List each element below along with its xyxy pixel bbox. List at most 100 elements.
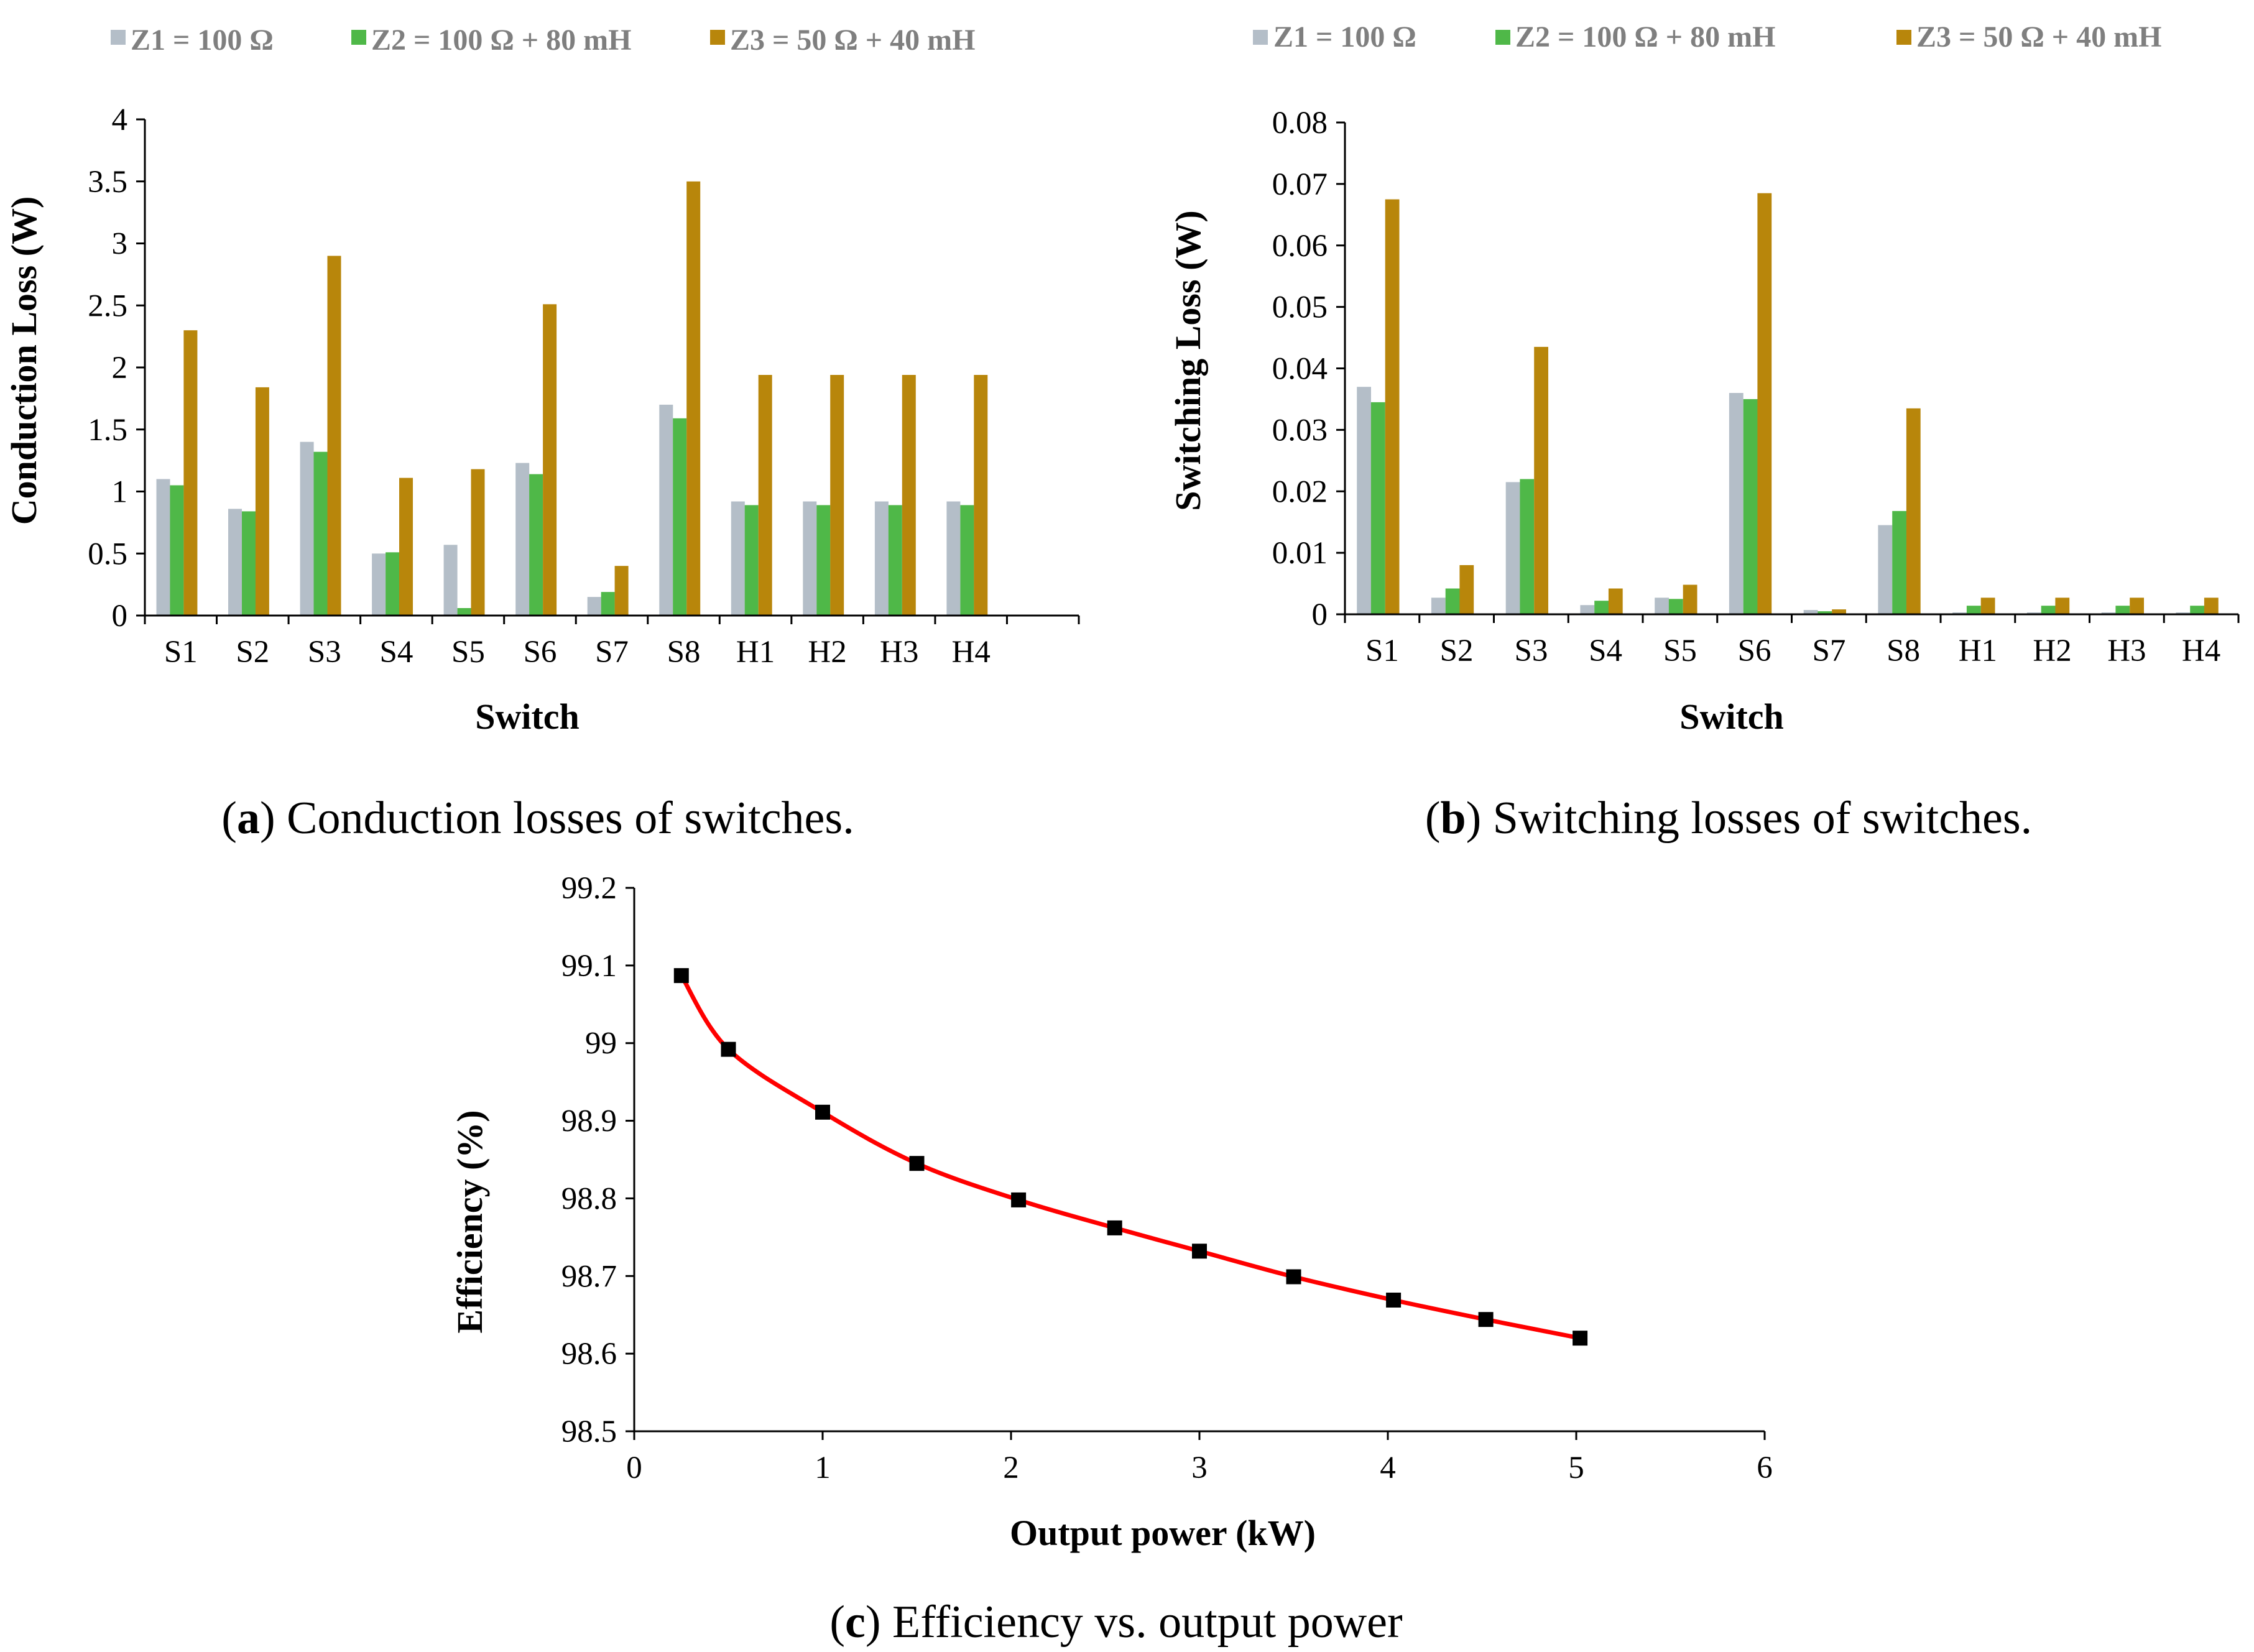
bar-s6-z1 bbox=[515, 463, 530, 616]
bar-s8-z3 bbox=[1906, 408, 1921, 614]
x-tick-label: S6 bbox=[524, 635, 557, 670]
x-tick-label: 1 bbox=[815, 1451, 831, 1485]
data-point bbox=[909, 1156, 925, 1171]
bar-h3-z3 bbox=[902, 375, 916, 616]
x-tick-label: S3 bbox=[308, 635, 341, 670]
bar-s4-z3 bbox=[399, 478, 413, 616]
y-tick-label: 0.08 bbox=[1272, 106, 1328, 141]
legend-label-z2: Z2 = 100 Ω + 80 mH bbox=[1515, 21, 1775, 53]
bar-s4-z1 bbox=[1580, 605, 1595, 614]
y-tick-label: 99.1 bbox=[561, 949, 617, 984]
bar-s6-z3 bbox=[543, 304, 557, 616]
x-tick-label: H1 bbox=[1959, 634, 1997, 668]
y-tick-label: 98.7 bbox=[561, 1259, 617, 1294]
legend-label-z1: Z1 = 100 Ω bbox=[1273, 21, 1416, 53]
legend: Z1 = 100 Ω Z2 = 100 Ω + 80 mH Z3 = 50 Ω … bbox=[1253, 21, 2161, 53]
x-axis-title: Switch bbox=[475, 696, 580, 737]
y-tick-label: 0.04 bbox=[1272, 352, 1328, 387]
efficiency-chart: 98.5 98.6 98.7 98.8 98.9 99 99.1 99.2 0 1 2 3 4 5 6 Ef… bbox=[450, 871, 1773, 1648]
bar-s1-z2 bbox=[170, 485, 184, 616]
bar-s4-z3 bbox=[1608, 588, 1623, 614]
efficiency-line bbox=[679, 974, 1581, 1341]
bar-s8-z1 bbox=[659, 404, 673, 616]
bar-s8-z2 bbox=[1892, 510, 1906, 614]
x-tick-label: H4 bbox=[2182, 634, 2220, 668]
bar-s4-z2 bbox=[386, 552, 400, 616]
x-tick-label: S5 bbox=[1663, 634, 1697, 668]
legend-label-z3: Z3 = 50 Ω + 40 mH bbox=[730, 24, 975, 57]
legend-label-z1: Z1 = 100 Ω bbox=[131, 24, 274, 57]
caption-text: Efficiency vs. output power bbox=[892, 1597, 1403, 1648]
axes: S1 S2 S3 S4 S5 S6 S7 S8 H1 H2 H3 H4 0 0.01 0.02 0.03 0.0… bbox=[1272, 106, 2240, 668]
caption-text: Conduction losses of switches. bbox=[287, 793, 854, 844]
legend-swatch-z3 bbox=[710, 30, 725, 45]
y-tick-label: 2 bbox=[112, 351, 128, 385]
bar-h2-z1 bbox=[803, 501, 817, 616]
x-tick-label: S6 bbox=[1738, 634, 1771, 668]
bar-s8-z2 bbox=[673, 418, 687, 616]
bar-s7-z1 bbox=[587, 597, 601, 616]
x-tick-label: S8 bbox=[1887, 634, 1920, 668]
bar-s2-z3 bbox=[255, 387, 269, 616]
x-tick-label: H3 bbox=[2107, 634, 2146, 668]
bar-h4-z2 bbox=[960, 505, 974, 616]
bar-s7-z2 bbox=[1818, 611, 1832, 614]
x-tick-label: H4 bbox=[952, 635, 991, 670]
y-tick-label: 98.5 bbox=[561, 1414, 617, 1449]
bar-h4-z3 bbox=[2204, 598, 2219, 614]
bar-s1-z1 bbox=[1357, 387, 1371, 614]
caption: (a) Conduction losses of switches. bbox=[221, 793, 854, 844]
data-point bbox=[1478, 1312, 1494, 1327]
x-tick-label: S5 bbox=[451, 635, 485, 670]
data-point bbox=[1011, 1192, 1027, 1207]
x-tick-label: H2 bbox=[2033, 634, 2071, 668]
legend-swatch-z1 bbox=[111, 30, 126, 45]
bar-h3-z1 bbox=[874, 501, 889, 616]
y-tick-label: 2.5 bbox=[88, 288, 127, 323]
bar-s4-z1 bbox=[372, 553, 386, 616]
bar-h1-z2 bbox=[744, 505, 759, 616]
bar-s1-z3 bbox=[183, 330, 198, 616]
bars bbox=[156, 181, 988, 616]
bar-s8-z3 bbox=[686, 181, 701, 616]
bar-h1-z3 bbox=[1980, 598, 1995, 614]
x-tick-label: H1 bbox=[736, 635, 775, 670]
legend-label-z2: Z2 = 100 Ω + 80 mH bbox=[371, 24, 631, 57]
bar-s2-z1 bbox=[1431, 598, 1446, 614]
caption-letter: b bbox=[1440, 793, 1466, 844]
x-tick-label: 3 bbox=[1191, 1451, 1208, 1485]
y-tick-label: 3.5 bbox=[88, 165, 127, 200]
bars bbox=[1357, 193, 2219, 615]
axes: S1 S2 S3 S4 S5 S6 S7 S8 H1 H2 H3 H4 0 0.5 1 1.5 2 2.5 3 3.5… bbox=[88, 103, 1080, 670]
y-tick-label: 99.2 bbox=[561, 871, 617, 906]
x-tick-label: S2 bbox=[236, 635, 269, 670]
bar-h1-z1 bbox=[731, 501, 745, 616]
y-tick-label: 3 bbox=[112, 227, 128, 262]
bar-h4-z1 bbox=[946, 501, 961, 616]
data-point bbox=[1573, 1331, 1588, 1346]
y-tick-label: 0.03 bbox=[1272, 413, 1328, 448]
bar-s5-z3 bbox=[1683, 584, 1697, 614]
bar-s8-z1 bbox=[1878, 525, 1893, 614]
bar-h2-z2 bbox=[816, 505, 831, 616]
data-point bbox=[1286, 1269, 1301, 1285]
y-tick-label: 0.06 bbox=[1272, 229, 1328, 264]
x-tick-label: S4 bbox=[1589, 634, 1622, 668]
bar-h4-z2 bbox=[2190, 606, 2204, 614]
bar-s6-z3 bbox=[1757, 193, 1772, 614]
y-tick-label: 0.05 bbox=[1272, 290, 1328, 325]
bar-h1-z2 bbox=[1966, 606, 1981, 614]
bar-s1-z3 bbox=[1385, 199, 1400, 615]
bar-s5-z1 bbox=[1655, 598, 1669, 614]
x-tick-label: S1 bbox=[164, 635, 198, 670]
axes: 98.5 98.6 98.7 98.8 98.9 99 99.1 99.2 0 1 2 3 4 5 6 bbox=[561, 871, 1773, 1485]
y-tick-label: 1.5 bbox=[88, 413, 127, 448]
bar-h2-z3 bbox=[2055, 598, 2070, 614]
x-tick-label: S7 bbox=[1812, 634, 1845, 668]
legend: Z1 = 100 Ω Z2 = 100 Ω + 80 mH Z3 = 50 Ω … bbox=[111, 24, 975, 57]
bar-s5-z2 bbox=[1668, 599, 1683, 614]
bar-s6-z2 bbox=[529, 474, 543, 616]
conduction-loss-chart: Z1 = 100 Ω Z2 = 100 Ω + 80 mH Z3 = 50 Ω … bbox=[4, 24, 1080, 844]
bar-s5-z1 bbox=[443, 545, 458, 616]
y-tick-label: 98.9 bbox=[561, 1104, 617, 1139]
